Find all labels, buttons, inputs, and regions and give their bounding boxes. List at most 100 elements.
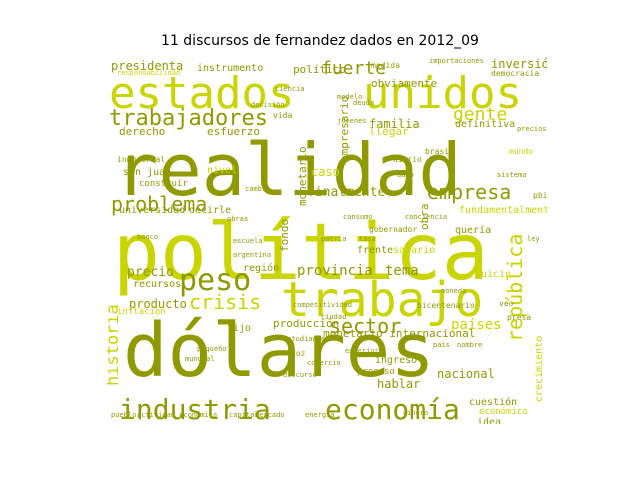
word-precios: precios [517,125,547,133]
word-veo: veo [499,299,514,308]
word-argentina: argentina [233,251,271,259]
word-empresario: empresario [338,95,351,162]
word-produccion: producción [273,317,340,330]
word-monetario-internacional: monetario internacional [323,327,476,340]
word-juicio: juicio [475,269,512,280]
word-mundo: mundo [509,147,534,156]
word-vida: vida [273,111,293,120]
word-caso: caso [311,165,340,179]
word-presidenta: presidenta [111,59,184,73]
word-producto: producto [129,297,187,311]
word-deuda: deuda [353,99,375,107]
word-ingreso: ingreso [375,355,418,366]
word-provincia: provincia [297,263,373,279]
word-ley: ley [527,235,540,243]
word-modelo: modelo [337,93,363,101]
word-economico: económico [479,407,528,417]
word-sector: sector [329,314,402,338]
word-mercado: mercado [255,411,285,419]
word-derecho: derecho [119,125,166,138]
word-conciencia: conciencia [405,213,448,221]
word-pbi: pbi [533,191,547,200]
word-pequeno: pequeño [197,345,227,353]
word-peso: peso [179,263,252,298]
word-escuela: escuela [233,237,263,245]
word-nombre: nombre [457,341,483,349]
word-sistema: sistema [497,171,527,179]
word-decirle: decirle [189,205,232,216]
word-medida: medida [371,61,400,70]
word-presa: presa [507,313,532,322]
word-pueblo: pueblo [111,411,137,419]
word-unidos: unidos [363,68,522,119]
word-fundamentalmente: fundamentalmente [459,205,547,216]
word-democracia: democracia [491,69,540,78]
chart-title: 11 discursos de fernandez dados en 2012_… [161,33,479,49]
word-economia: economía [325,393,460,424]
word-voz: voz [291,349,306,358]
word-obviamente: obviamente [371,77,438,90]
word-actividad-economica: actividad económica [137,411,218,419]
word-cuestion: cuestión [469,397,518,408]
word-precio: precio [127,265,174,280]
word-patria: patria [321,235,347,243]
word-capital: capital [229,411,259,419]
word-ciudad: ciudad [321,313,347,321]
word-nivel: nivel [207,165,238,176]
word-gente: gente [453,104,508,125]
word-dinero: dinero [403,409,429,417]
word-inversion: inversión [491,57,547,71]
word-decision: decisión [251,101,285,109]
word-monetario: monetario [296,146,309,206]
word-definitiva: definitiva [455,119,516,130]
word-region: región [243,263,280,274]
word-estudiante: estudiante [283,335,326,343]
word-energia: energía [305,411,335,419]
word-industrial: industrial [117,155,166,164]
word-san-juan: san juan [123,167,172,178]
word-diario: diario [393,155,422,164]
word-moneda: moneda [441,287,467,295]
word-fijo: fijo [227,323,252,334]
word-realidad: realidad [115,128,462,212]
word-cambio: cambio [245,185,271,193]
word-tasa: tasa [359,235,376,243]
word-bicentenario: bicentenario [417,301,475,310]
word-nacional: nacional [437,367,495,381]
word-empresa: empresa [427,180,512,204]
word-brasil: brasil [425,147,454,156]
word-idea: idea [477,417,502,425]
word-jovenes: jóvenes [337,117,367,125]
word-politico: político [293,63,346,76]
word-inflacion: inflación [117,307,166,317]
word-finalmente: finalmente [307,185,386,200]
word-paises: países [451,317,502,333]
word-trabajadores: trabajadores [109,106,268,131]
word-fondo: fondo [278,218,291,252]
word-esfuerzo: esfuerzo [207,125,260,138]
word-mundial: mundial [185,355,215,363]
word-llegar: llegar [369,125,409,138]
word-familia: familia [369,117,420,131]
word-importaciones: importaciones [429,57,484,65]
word-instrumento: instrumento [197,63,264,74]
word-responsabilidad: responsabilidad [117,69,181,77]
word-queria: quería [455,225,492,236]
word-competitividad: competitividad [293,301,353,309]
word-dato: dato [397,171,414,179]
word-problema: problema [111,192,208,216]
word-consumo: consumo [343,213,373,221]
word-politica: política [113,208,489,298]
word-estados: estados [109,68,295,119]
word-gobernador: gobernador [369,225,418,234]
word-dolares: dólares [123,308,435,394]
word-industria: industria [119,393,271,424]
word-proceso: proceso [357,367,395,377]
word-pais: pais [433,341,450,349]
word-recursos: recursos [133,279,182,290]
word-exterior: exterior [345,347,379,355]
word-republica: república [503,233,527,342]
word-banco: banco [137,233,159,241]
word-hablar: hablar [377,377,421,391]
word-ciencia: ciencia [275,85,305,93]
